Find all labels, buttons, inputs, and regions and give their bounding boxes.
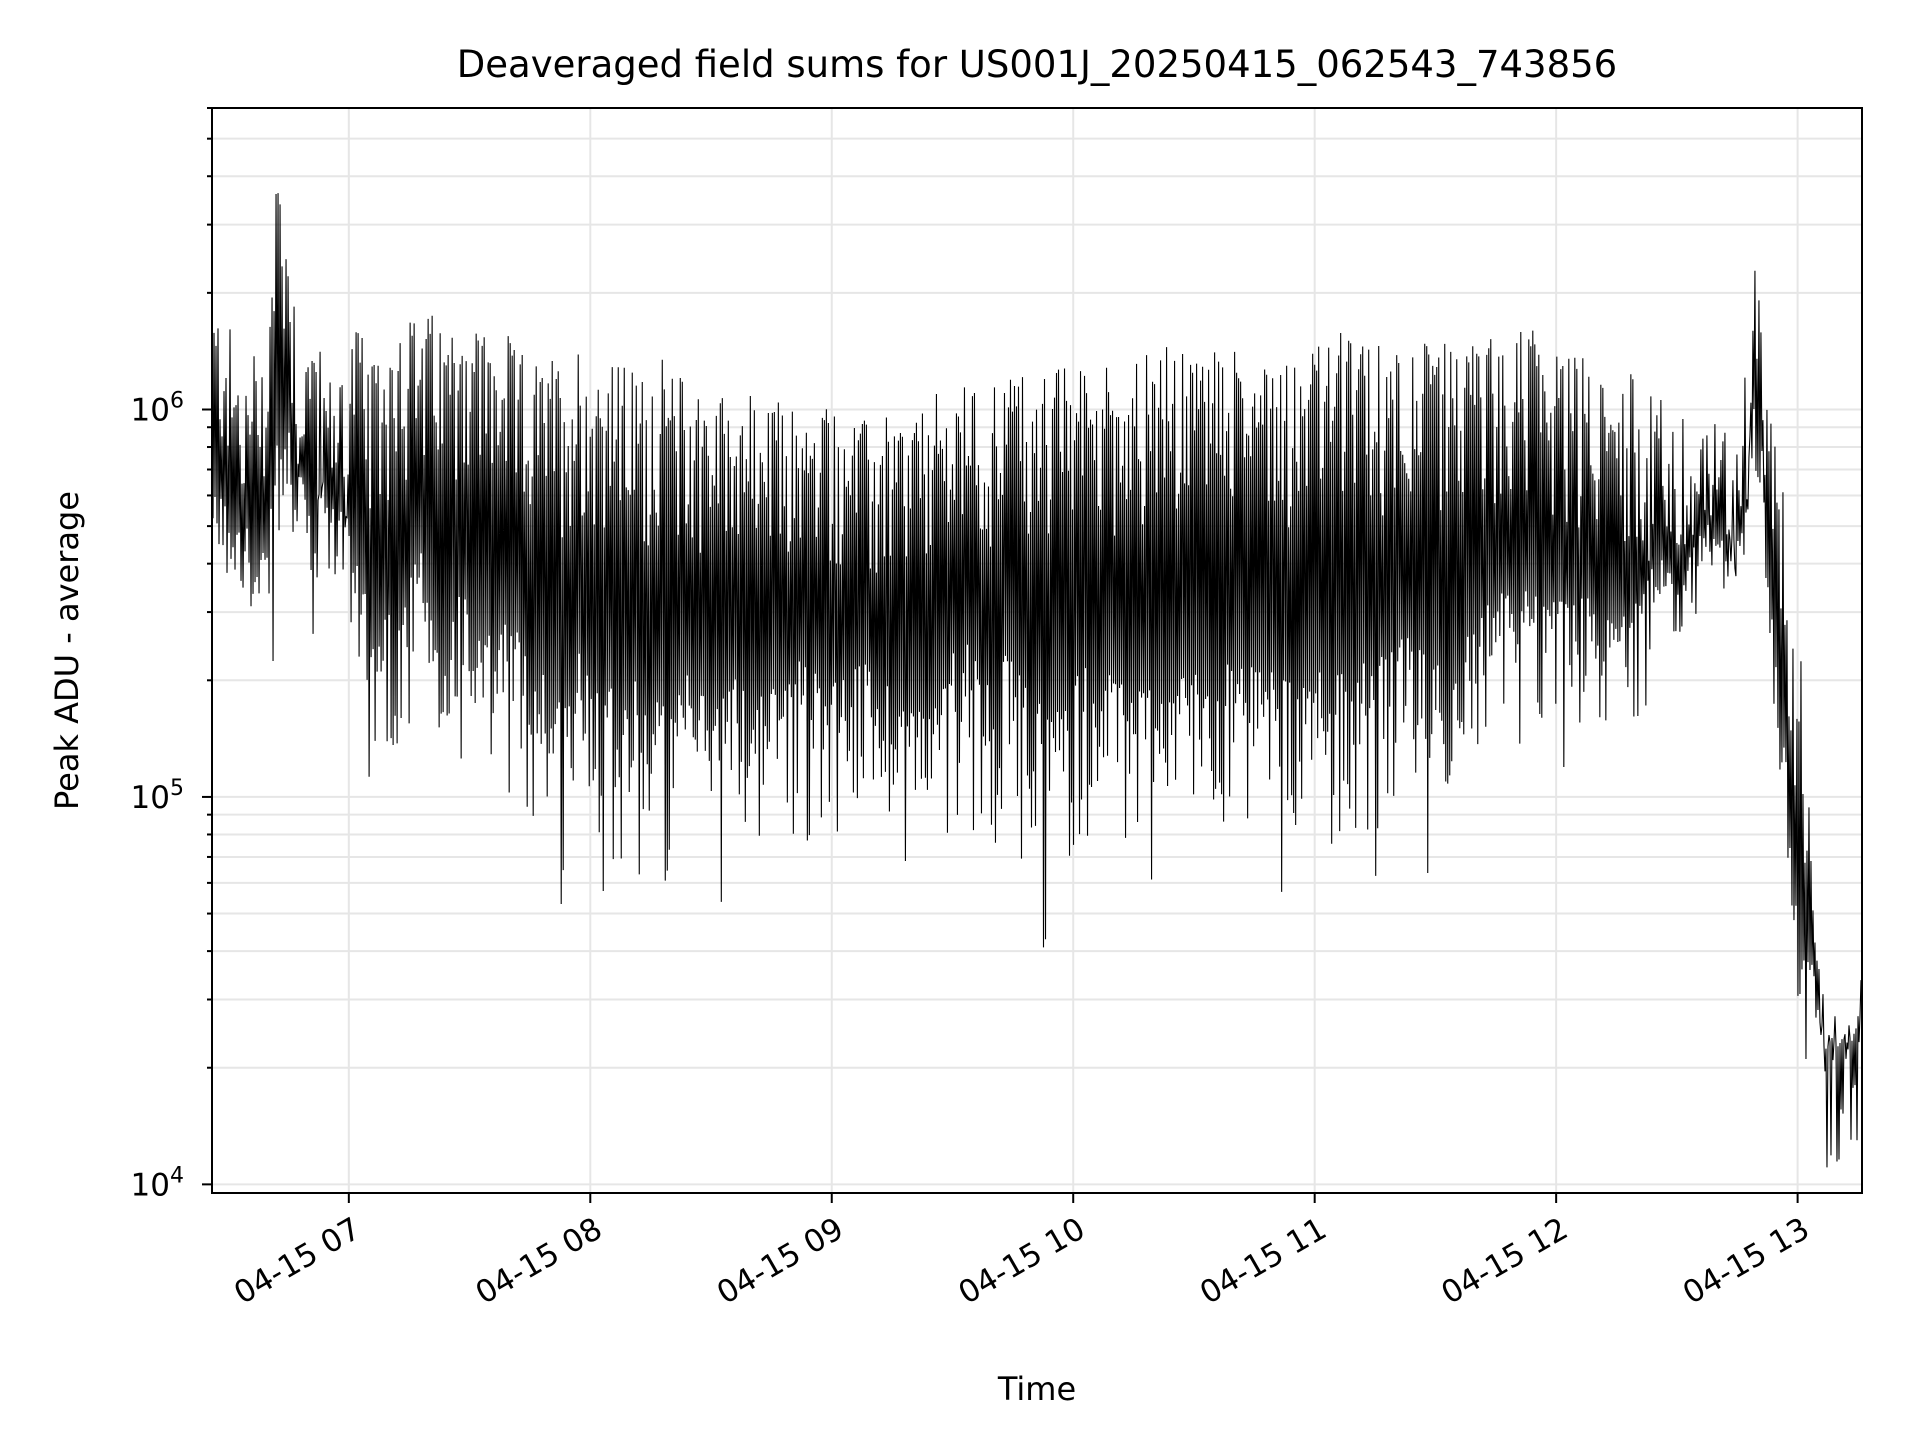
chart-title: Deaveraged field sums for US001J_2025041… (457, 43, 1617, 86)
series-line (211, 193, 1863, 1168)
plot-frame (211, 107, 1863, 1194)
x-tick-label: 04-15 08 (470, 1211, 609, 1312)
x-tick-label: 04-15 07 (228, 1211, 367, 1312)
y-axis-ticks: 104 105 106 (131, 107, 212, 1203)
x-tick-label: 04-15 13 (1677, 1211, 1816, 1312)
y-tick-label: 104 (131, 1163, 184, 1203)
y-tick-label: 105 (131, 776, 184, 816)
x-tick-label: 04-15 09 (711, 1211, 850, 1312)
x-axis-label: Time (997, 1370, 1076, 1408)
x-tick-label: 04-15 10 (953, 1211, 1092, 1312)
y-axis-label: Peak ADU - average (48, 491, 86, 810)
y-tick-label: 106 (131, 388, 184, 428)
data-series-line (211, 193, 1863, 1168)
x-tick-label: 04-15 11 (1194, 1211, 1333, 1312)
x-tick-label: 04-15 12 (1435, 1211, 1574, 1312)
x-axis-ticks: 04-15 07 04-15 08 04-15 09 04-15 10 04-15 11… (228, 1193, 1816, 1312)
